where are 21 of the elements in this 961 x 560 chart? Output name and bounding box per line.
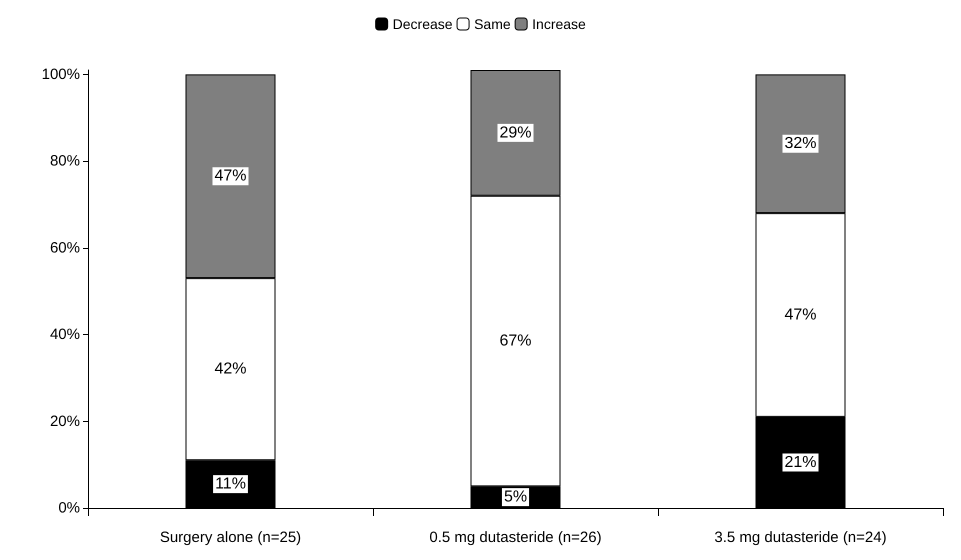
data-label: 47% bbox=[214, 168, 247, 185]
data-label: 42% bbox=[214, 360, 247, 378]
data-label: 47% bbox=[784, 306, 817, 324]
legend-label: Same bbox=[474, 16, 511, 32]
x-tick-label: 0.5 mg dutasteride (n=26) bbox=[429, 529, 602, 546]
legend-label: Decrease bbox=[392, 16, 453, 32]
y-tick-label: 0% bbox=[58, 500, 80, 516]
data-label: 5% bbox=[504, 488, 528, 506]
y-tick-label: 20% bbox=[50, 412, 80, 430]
x-tick-label: Surgery alone (n=25) bbox=[160, 529, 302, 546]
y-tick-label: 60% bbox=[50, 239, 80, 256]
legend-label: Increase bbox=[532, 16, 586, 32]
data-label: 11% bbox=[215, 476, 246, 493]
y-tick-label: 40% bbox=[50, 326, 80, 344]
x-tick-label: 3.5 mg dutasteride (n=24) bbox=[714, 529, 887, 546]
y-tick-label: 80% bbox=[50, 152, 80, 170]
data-label: 67% bbox=[499, 332, 532, 350]
y-tick-label: 100% bbox=[42, 66, 80, 83]
data-label: 32% bbox=[784, 135, 817, 152]
data-label: 29% bbox=[499, 124, 532, 142]
data-label: 21% bbox=[784, 454, 817, 471]
